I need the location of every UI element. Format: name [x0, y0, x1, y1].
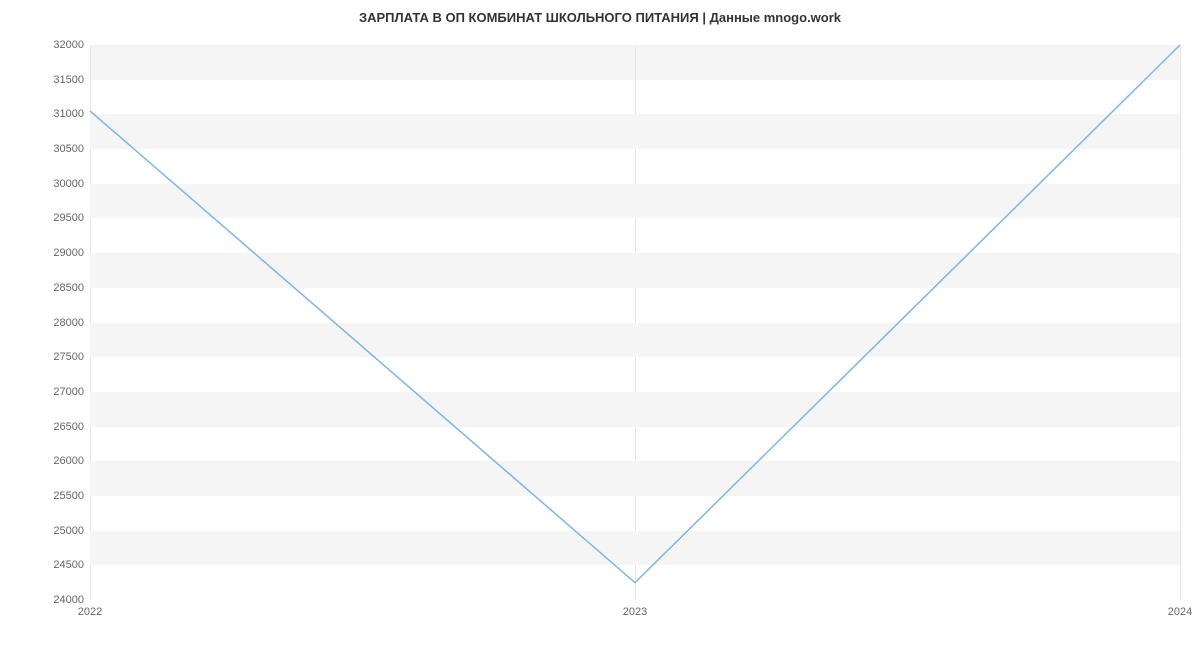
y-tick-label: 27000: [53, 386, 84, 398]
y-tick-label: 29000: [53, 247, 84, 259]
y-tick-label: 26000: [53, 455, 84, 467]
y-tick-label: 24000: [53, 594, 84, 606]
y-tick-label: 25500: [53, 490, 84, 502]
y-tick-label: 29500: [53, 212, 84, 224]
y-tick-label: 27500: [53, 351, 84, 363]
series-line: [90, 45, 1180, 583]
y-tick-label: 31000: [53, 108, 84, 120]
plot-area: 2400024500250002550026000265002700027500…: [90, 45, 1180, 600]
y-tick-label: 30500: [53, 143, 84, 155]
chart-title: ЗАРПЛАТА В ОП КОМБИНАТ ШКОЛЬНОГО ПИТАНИЯ…: [0, 10, 1200, 25]
y-tick-label: 30000: [53, 178, 84, 190]
y-tick-label: 24500: [53, 559, 84, 571]
y-tick-label: 25000: [53, 525, 84, 537]
y-tick-label: 28500: [53, 282, 84, 294]
x-tick-label: 2023: [623, 606, 647, 618]
y-tick-label: 26500: [53, 421, 84, 433]
x-tick-label: 2022: [78, 606, 102, 618]
y-tick-label: 31500: [53, 74, 84, 86]
x-tick-label: 2024: [1168, 606, 1192, 618]
y-tick-label: 28000: [53, 317, 84, 329]
y-tick-label: 32000: [53, 39, 84, 51]
x-grid-line: [1180, 45, 1181, 600]
line-chart-svg: [90, 45, 1180, 600]
